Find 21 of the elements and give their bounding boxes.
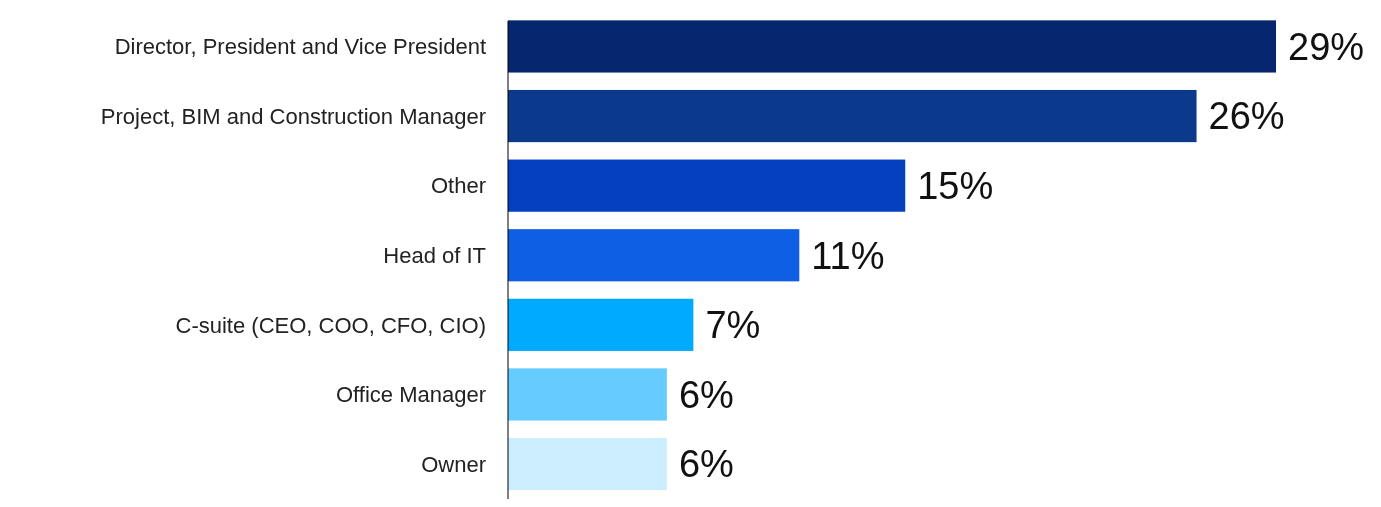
data-label: 6% bbox=[678, 443, 734, 486]
bar bbox=[508, 89, 1197, 143]
bar bbox=[508, 437, 667, 491]
y-tick-label: Office Manager bbox=[335, 382, 486, 408]
data-label: 6% bbox=[678, 373, 734, 416]
bar bbox=[508, 20, 1276, 73]
y-tick-label: C-suite (CEO, COO, CFO, CIO) bbox=[175, 312, 486, 338]
bar bbox=[508, 298, 694, 351]
y-tick-label: Head of IT bbox=[383, 242, 486, 268]
y-tick-label: Director, President and Vice President bbox=[114, 34, 486, 60]
y-tick-label: Owner bbox=[421, 451, 486, 477]
bar bbox=[508, 368, 667, 421]
data-label: 7% bbox=[705, 304, 761, 347]
y-tick-label: Project, BIM and Construction Manager bbox=[100, 103, 486, 129]
bar bbox=[508, 159, 906, 212]
data-label: 11% bbox=[811, 234, 885, 277]
data-label: 26% bbox=[1208, 95, 1285, 138]
bar bbox=[508, 229, 800, 282]
data-label: 15% bbox=[917, 164, 994, 207]
y-tick-label: Other bbox=[430, 173, 486, 199]
data-label: 29% bbox=[1288, 25, 1365, 68]
